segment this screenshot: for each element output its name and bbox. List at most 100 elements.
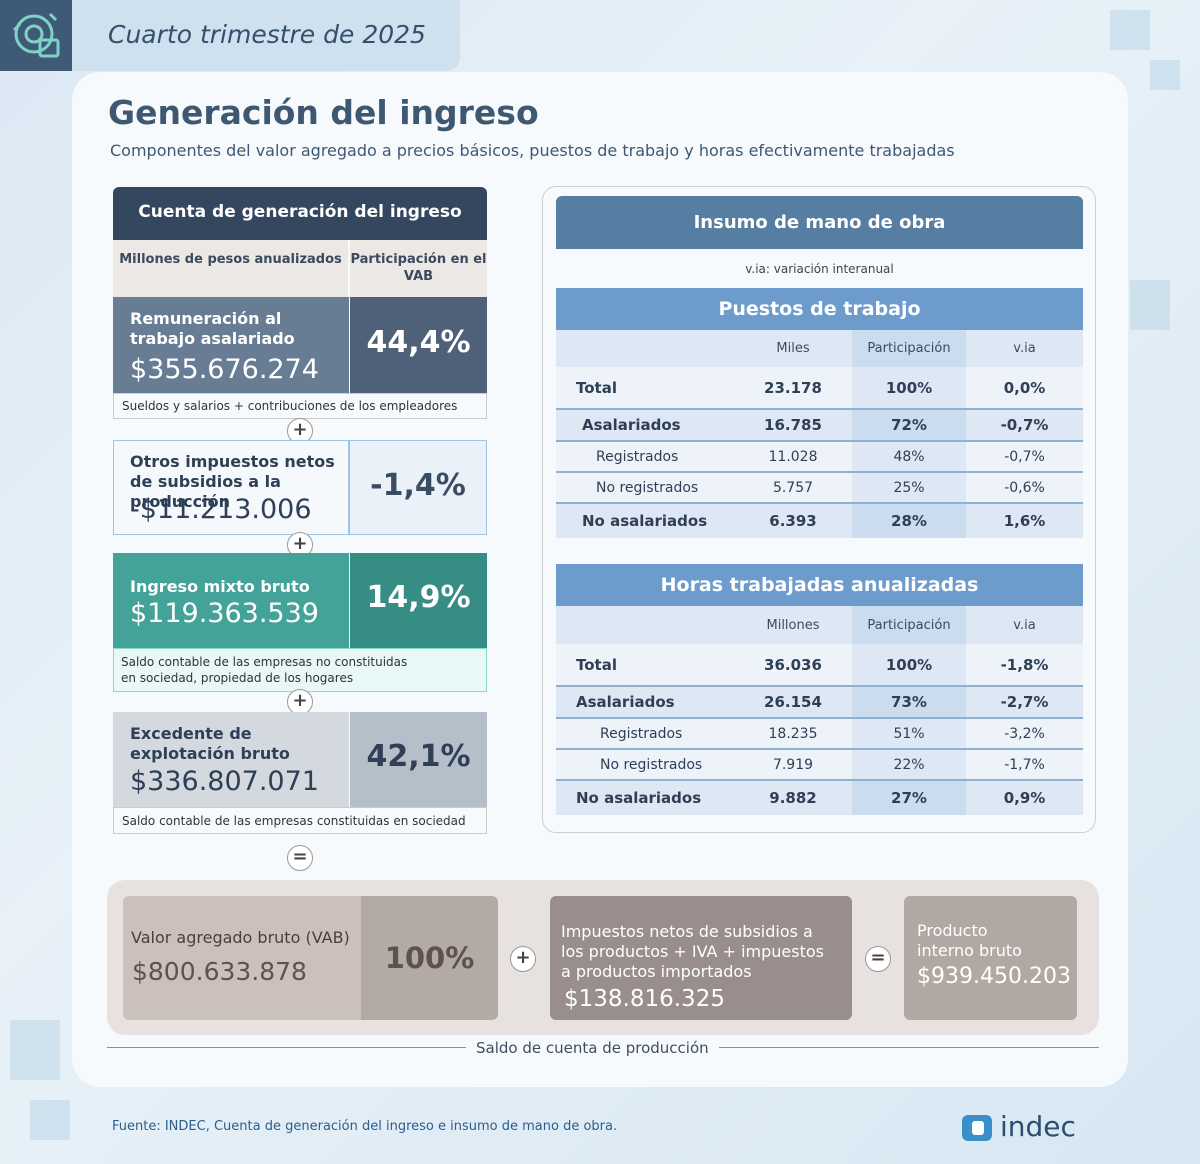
table-cell: 100% [852,644,966,685]
block-value: $119.363.539 [130,598,319,629]
block-name: Excedente de explotación bruto [130,724,290,763]
source-note: Fuente: INDEC, Cuenta de generación del … [112,1119,618,1134]
table-cell: -1,7% [966,750,1083,779]
block-value: -$11.213.006 [130,494,312,525]
impuestos-line1: Impuestos netos de subsidios a [561,922,813,941]
table-header-cell: Millones [734,606,852,644]
row-label: No registrados [556,750,734,779]
decor-pixel [30,1100,70,1140]
horas-table: Millones Participación v.ia Total 36.036… [556,606,1083,815]
table-cell: 26.154 [734,687,852,717]
block-pct: 14,9% [366,580,471,615]
block-name: Otros impuestos netos de subsidios a la … [130,452,335,511]
table-cell: 5.757 [734,473,852,502]
block-note: Sueldos y salarios + contribuciones de l… [113,393,487,419]
table-row: Total 23.178 100% 0,0% [556,367,1083,408]
pib-line1: Producto [917,921,988,940]
row-label: Asalariados [556,687,734,717]
decor-pixel [10,1020,60,1080]
table-cell: 0,0% [966,367,1083,408]
via-note: v.ia: variación interanual [745,262,894,276]
pib-value: $939.450.203 [917,964,1071,989]
table-cell: 48% [852,442,966,471]
table-cell: 16.785 [734,410,852,440]
decor-pixel [1130,280,1170,330]
table-cell: 100% [852,367,966,408]
pib-box [904,896,1077,1020]
plus-icon: + [287,689,313,715]
table-cell: 73% [852,687,966,717]
vab-box [123,896,361,1020]
period-label: Cuarto trimestre de 2025 [108,20,426,49]
table-cell: -0,7% [966,442,1083,471]
table-header-row: Miles Participación v.ia [556,330,1083,367]
logo-box [0,0,72,71]
table-row: Asalariados 16.785 72% -0,7% [556,408,1083,440]
row-label: No registrados [556,473,734,502]
impuestos-line3: a productos importados [561,962,752,981]
vab-label: Valor agregado bruto (VAB) [131,928,350,947]
col-header-participacion: Participación en el VAB [350,240,487,297]
table-header-cell: Miles [734,330,852,367]
block-name: Remuneración al trabajo asalariado [130,309,295,348]
table-row: No registrados 5.757 25% -0,6% [556,471,1083,502]
decor-pixel [1150,60,1180,90]
block-remuneracion [113,297,349,393]
table-cell: 27% [852,781,966,815]
plus-icon: + [287,418,313,444]
block-ingreso-mixto-pct-bg [350,553,487,648]
table-row: Asalariados 26.154 73% -2,7% [556,685,1083,717]
table-cell: 22% [852,750,966,779]
table-cell: 25% [852,473,966,502]
block-note: Saldo contable de las empresas no consti… [121,655,408,669]
table-cell: 36.036 [734,644,852,685]
table-cell: 7.919 [734,750,852,779]
table-row: Total 36.036 100% -1,8% [556,644,1083,685]
page-title: Generación del ingreso [108,93,539,132]
block-value: $355.676.274 [130,354,319,385]
block-note: Saldo contable de las empresas constitui… [113,807,487,834]
block-pct: 44,4% [366,325,471,360]
block-value: $336.807.071 [130,766,319,797]
table-row: No asalariados 6.393 28% 1,6% [556,502,1083,538]
table-cell: 1,6% [966,504,1083,538]
row-label: Asalariados [556,410,734,440]
table-header-cell: Participación [852,330,966,367]
col-header-millones: Millones de pesos anualizados [113,240,348,297]
table-row: Registrados 18.235 51% -3,2% [556,717,1083,748]
indec-logo-icon [962,1115,992,1141]
block-pct: -1,4% [370,468,466,503]
vab-pct-box [361,896,498,1020]
pib-line2: interno bruto [917,941,1022,960]
vab-pct: 100% [384,941,475,975]
row-label: Registrados [556,719,734,748]
puestos-table: Miles Participación v.ia Total 23.178 10… [556,330,1083,538]
block-otros-impuestos [113,440,349,535]
row-label: Total [556,367,734,408]
table-cell: 72% [852,410,966,440]
saldo-label: Saldo de cuenta de producción [466,1039,719,1057]
puestos-title: Puestos de trabajo [556,288,1083,330]
row-label: Registrados [556,442,734,471]
brand-name: indec [1000,1110,1076,1143]
impuestos-box [550,896,852,1020]
block-excedente [113,712,349,807]
labor-heading: Insumo de mano de obra [556,196,1083,249]
page-subtitle: Componentes del valor agregado a precios… [110,141,955,160]
table-cell: 23.178 [734,367,852,408]
table-header-row: Millones Participación v.ia [556,606,1083,644]
block-note-box [113,648,487,692]
decor-pixel [1110,10,1150,50]
table-cell [556,330,734,367]
table-header-cell: v.ia [966,606,1083,644]
block-pct: 42,1% [366,739,471,774]
block-excedente-pct-bg [350,712,487,807]
period-tab: Cuarto trimestre de 2025 [72,0,460,71]
impuestos-line2: los productos + IVA + impuestos [561,942,824,961]
block-ingreso-mixto [113,553,349,648]
horas-title: Horas trabajadas anualizadas [556,564,1083,606]
gear-refresh-icon [12,12,60,58]
table-cell: 18.235 [734,719,852,748]
table-cell: 51% [852,719,966,748]
table-cell: -2,7% [966,687,1083,717]
